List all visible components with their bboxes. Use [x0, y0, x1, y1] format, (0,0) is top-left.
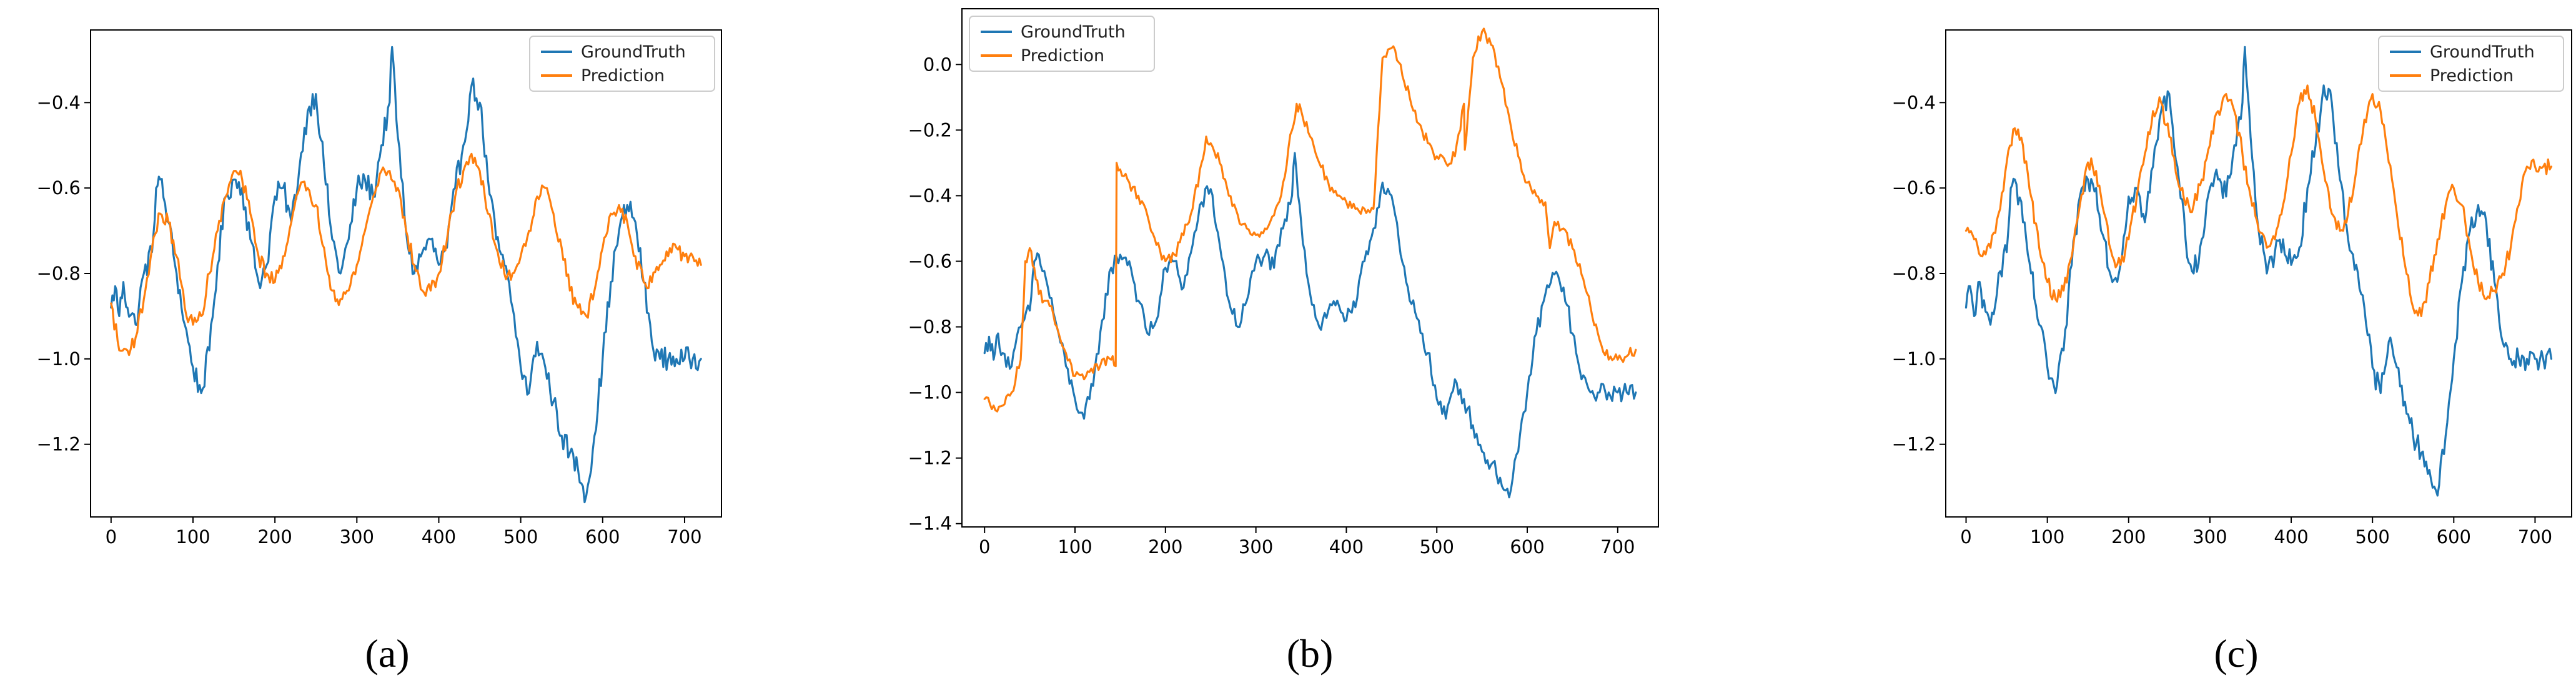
x-tick-label: 100 [176, 526, 210, 548]
legend-label-prediction: Prediction [1021, 46, 1104, 66]
x-tick-label: 0 [979, 536, 990, 558]
y-tick-label: −1.0 [908, 382, 952, 403]
panel-a: 0 100 200 300 400 500 600 700 −1.2 −1.0 −0.8 −0.6 −0… [37, 29, 722, 548]
panel-c: 0 100 200 300 400 500 600 700 −1.2 −1.0 −0.8 −0.6 −0… [1892, 29, 2572, 548]
legend-a: GroundTruth Prediction [529, 36, 715, 92]
x-tick-label: 100 [2030, 526, 2064, 548]
x-tick-label: 700 [1600, 536, 1635, 558]
y-tick-label: −0.4 [908, 185, 952, 206]
x-tick-label: 200 [2111, 526, 2146, 548]
x-tick-label: 0 [1960, 526, 1971, 548]
y-tick-label: −0.4 [37, 92, 81, 113]
panel-b: 0 100 200 300 400 500 600 700 −1.4 −1.2 −1.0 −0.8 −0… [908, 8, 1659, 558]
x-tick-label: 600 [1510, 536, 1544, 558]
x-tick-label: 600 [2437, 526, 2471, 548]
series-line-groundtruth [1964, 46, 2553, 497]
x-tick-label: 400 [2274, 526, 2308, 548]
y-tick-label: −1.2 [37, 434, 81, 455]
x-tick-label: 200 [257, 526, 292, 548]
series-line-prediction [983, 27, 1637, 413]
series-line-groundtruth [983, 152, 1637, 499]
y-tick-label: −1.2 [908, 448, 952, 469]
legend-box [2378, 36, 2564, 92]
legend-label-prediction: Prediction [581, 66, 665, 86]
x-tick-label: 300 [2192, 526, 2227, 548]
legend-label-groundtruth: GroundTruth [2430, 42, 2535, 62]
x-tick-label: 500 [2356, 526, 2390, 548]
series-line-groundtruth [110, 46, 702, 504]
caption-b: (b) [1287, 631, 1334, 676]
x-tick-label: 300 [340, 526, 374, 548]
y-tick-label: −1.2 [1892, 434, 1936, 455]
caption-a: (a) [365, 631, 409, 676]
x-tick-label: 400 [1329, 536, 1364, 558]
x-tick-label: 0 [106, 526, 117, 548]
y-tick-label: −1.4 [908, 513, 952, 534]
y-tick-label: −0.2 [908, 119, 952, 140]
y-tick-label: −0.8 [908, 317, 952, 338]
x-tick-label: 600 [585, 526, 620, 548]
y-tick-label: −0.6 [37, 177, 81, 199]
legend-b: GroundTruth Prediction [969, 16, 1155, 72]
x-tick-label: 700 [2518, 526, 2552, 548]
panel-b-frame [961, 8, 1659, 528]
legend-label-groundtruth: GroundTruth [1021, 22, 1126, 42]
x-tick-label: 700 [667, 526, 701, 548]
y-tick-label: −0.6 [908, 250, 952, 272]
x-tick-label: 500 [503, 526, 538, 548]
series-line-prediction [110, 152, 702, 356]
legend-label-prediction: Prediction [2430, 66, 2514, 86]
y-tick-label: −0.6 [1892, 177, 1936, 199]
panel-a-frame [90, 29, 722, 518]
caption-c: (c) [2214, 631, 2258, 676]
panel-c-frame [1945, 29, 2572, 518]
y-tick-label: −1.0 [1892, 348, 1936, 370]
x-tick-label: 100 [1058, 536, 1092, 558]
y-tick-label: −1.0 [37, 348, 81, 370]
x-tick-label: 300 [1239, 536, 1273, 558]
y-tick-label: −0.8 [37, 263, 81, 284]
y-tick-label: −0.4 [1892, 92, 1936, 113]
legend-box [969, 16, 1155, 72]
x-tick-label: 200 [1148, 536, 1182, 558]
legend-c: GroundTruth Prediction [2378, 36, 2564, 92]
x-tick-label: 500 [1420, 536, 1454, 558]
legend-label-groundtruth: GroundTruth [581, 42, 686, 62]
series-line-prediction [1964, 84, 2553, 317]
legend-box [529, 36, 715, 92]
y-tick-label: −0.8 [1892, 263, 1936, 284]
x-tick-label: 400 [422, 526, 456, 548]
y-tick-label: 0.0 [923, 54, 952, 75]
